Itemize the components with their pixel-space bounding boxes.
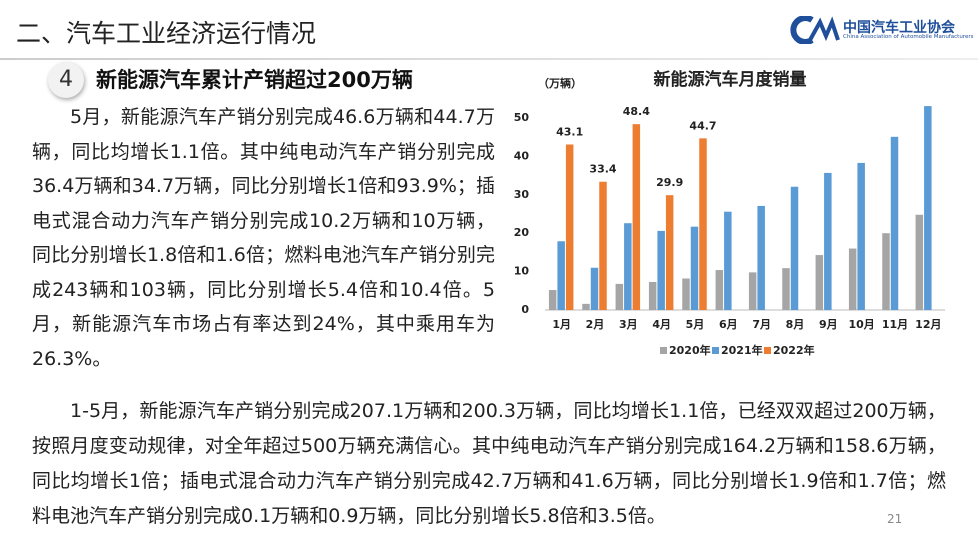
legend-label: 2022年 [773, 343, 815, 357]
bar [790, 186, 799, 310]
x-tick-label: 3月 [619, 318, 638, 331]
paragraph: 1-5月，新能源汽车产销分别完成207.1万辆和200.3万辆，同比均增长1.1… [32, 400, 946, 527]
x-tick-label: 8月 [786, 318, 805, 331]
bar [782, 268, 790, 310]
bar [599, 181, 607, 310]
bar [657, 230, 665, 310]
bar [824, 172, 832, 310]
bar [924, 106, 932, 310]
bar [890, 136, 899, 310]
bar [582, 303, 590, 310]
y-tick-label: 30 [514, 188, 530, 201]
bar [757, 205, 765, 310]
data-label: 33.4 [589, 163, 616, 176]
bar [915, 214, 924, 310]
data-label: 44.7 [689, 119, 716, 132]
y-axis-label: （万辆） [538, 76, 582, 90]
x-tick-label: 9月 [819, 318, 838, 331]
divider [0, 58, 978, 60]
chart-title: 新能源汽车月度销量 [654, 69, 807, 90]
logo-text: 中国汽车工业协会 [843, 20, 955, 36]
bar [590, 267, 599, 310]
x-tick-label: 4月 [652, 318, 671, 331]
bar [690, 226, 699, 310]
paragraph: 5月，新能源汽车产销分别完成46.6万辆和44.7万辆，同比均增长1.1倍。其中… [32, 106, 495, 370]
bar [882, 233, 890, 310]
legend-swatch [660, 347, 667, 354]
data-label: 43.1 [556, 125, 583, 138]
section-number: 4 [48, 62, 84, 98]
legend-label: 2020年 [669, 343, 711, 357]
x-tick-label: 11月 [882, 318, 908, 331]
bar [624, 223, 632, 310]
bar [682, 278, 690, 310]
slide-title: 二、汽车工业经济运行情况 [16, 19, 317, 48]
x-tick-label: 5月 [686, 318, 705, 331]
bar [724, 211, 732, 310]
bar [548, 290, 557, 310]
y-tick-label: 10 [514, 265, 530, 278]
y-tick-label: 40 [514, 149, 530, 162]
bar [557, 241, 565, 310]
bar [699, 138, 707, 310]
section-title: 新能源汽车累计产销超过200万辆 [96, 68, 413, 92]
legend-label: 2021年 [721, 343, 763, 357]
bar [632, 124, 641, 310]
bar [857, 162, 865, 310]
bar [715, 270, 724, 310]
bar [615, 283, 624, 310]
logo-subtext: China Association of Automobile Manufact… [843, 34, 974, 40]
data-label: 48.4 [623, 105, 650, 118]
x-tick-label: 1月 [552, 318, 571, 331]
legend-swatch [764, 347, 771, 354]
bar [565, 144, 574, 310]
x-tick-label: 6月 [719, 318, 738, 331]
bar [748, 272, 757, 310]
x-tick-label: 12月 [915, 318, 941, 331]
data-label: 29.9 [656, 176, 683, 189]
bar [648, 281, 657, 310]
y-tick-label: 20 [514, 226, 530, 239]
bar [665, 195, 674, 310]
x-tick-label: 2月 [586, 318, 605, 331]
y-tick-label: 50 [514, 111, 530, 124]
logo [790, 16, 840, 44]
chart: 新能源汽车月度销量 （万辆） 0 10 20 30 40 50 1月 43.1 2月 33.4 3月… [514, 69, 945, 357]
bar [815, 255, 824, 310]
bar [848, 248, 857, 310]
page-number: 21 [887, 512, 903, 526]
x-tick-label: 7月 [752, 318, 771, 331]
x-tick-label: 10月 [849, 318, 875, 331]
y-tick-label: 0 [521, 303, 529, 316]
legend-swatch [712, 347, 719, 354]
